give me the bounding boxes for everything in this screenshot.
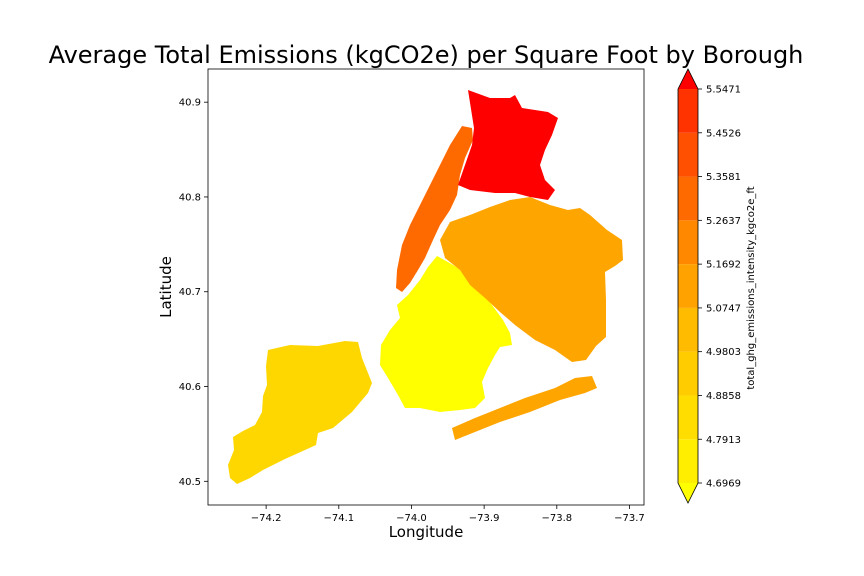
- colorbar-band: [678, 132, 698, 177]
- region-rockaway: [452, 376, 597, 440]
- colorbar-tick-label: 5.4526: [706, 128, 741, 139]
- colorbar-label: total_ghg_emissions_intensity_kgco2e_ft: [746, 186, 757, 389]
- colorbar-extend-min: [678, 483, 698, 503]
- region-brooklyn: [380, 256, 512, 412]
- x-tick-label: −74.1: [323, 513, 354, 524]
- colorbar-tick-label: 5.3581: [706, 172, 741, 183]
- colorbar-tick-label: 4.7913: [706, 435, 741, 446]
- x-tick-label: −74.0: [396, 513, 427, 524]
- colorbar-band: [678, 395, 698, 440]
- colorbar-band: [678, 220, 698, 265]
- region-bronx: [458, 90, 558, 200]
- plot-frame: [207, 68, 645, 506]
- map-plot: [207, 68, 645, 506]
- y-tick-label: 40.6: [179, 382, 201, 393]
- colorbar-band: [678, 439, 698, 483]
- y-axis-ticks: 40.5 40.6 40.7 40.8 40.9: [179, 98, 208, 488]
- colorbar-tick-label: 4.9803: [706, 347, 741, 358]
- y-axis-label: Latitude: [157, 256, 175, 318]
- colorbar-extend-max: [678, 69, 698, 89]
- colorbar-ticks: 4.6969 4.7913 4.8858 4.9803 5.0747 5.1692 5.26…: [698, 85, 741, 490]
- colorbar-tick-label: 5.0747: [706, 303, 741, 314]
- colorbar-band: [678, 351, 698, 396]
- y-tick-label: 40.8: [179, 192, 201, 203]
- colorbar-tick-label: 5.5471: [706, 85, 741, 96]
- colorbar-band: [678, 176, 698, 221]
- x-axis-label: Longitude: [389, 523, 464, 541]
- x-tick-label: −73.9: [469, 513, 500, 524]
- region-staten-island: [228, 341, 372, 484]
- colorbar-tick-label: 5.2637: [706, 216, 741, 227]
- y-tick-label: 40.9: [179, 98, 201, 109]
- colorbar: 4.6969 4.7913 4.8858 4.9803 5.0747 5.1692 5.26…: [677, 68, 757, 504]
- x-tick-label: −73.8: [541, 513, 572, 524]
- colorbar-bands: [677, 68, 699, 504]
- region-manhattan: [396, 126, 473, 292]
- y-tick-label: 40.5: [179, 477, 201, 488]
- colorbar-band: [678, 264, 698, 308]
- colorbar-band: [678, 89, 698, 133]
- x-tick-label: −74.2: [251, 513, 282, 524]
- region-queens: [440, 197, 623, 362]
- x-tick-label: −73.7: [614, 513, 645, 524]
- colorbar-tick-label: 4.8858: [706, 391, 741, 402]
- chart-title: Average Total Emissions (kgCO2e) per Squ…: [49, 41, 804, 69]
- colorbar-tick-label: 4.6969: [706, 479, 741, 490]
- y-tick-label: 40.7: [179, 287, 201, 298]
- x-axis-ticks: −74.2 −74.1 −74.0 −73.9 −73.8 −73.7: [251, 505, 645, 524]
- colorbar-band: [678, 307, 698, 352]
- colorbar-tick-label: 5.1692: [706, 260, 741, 271]
